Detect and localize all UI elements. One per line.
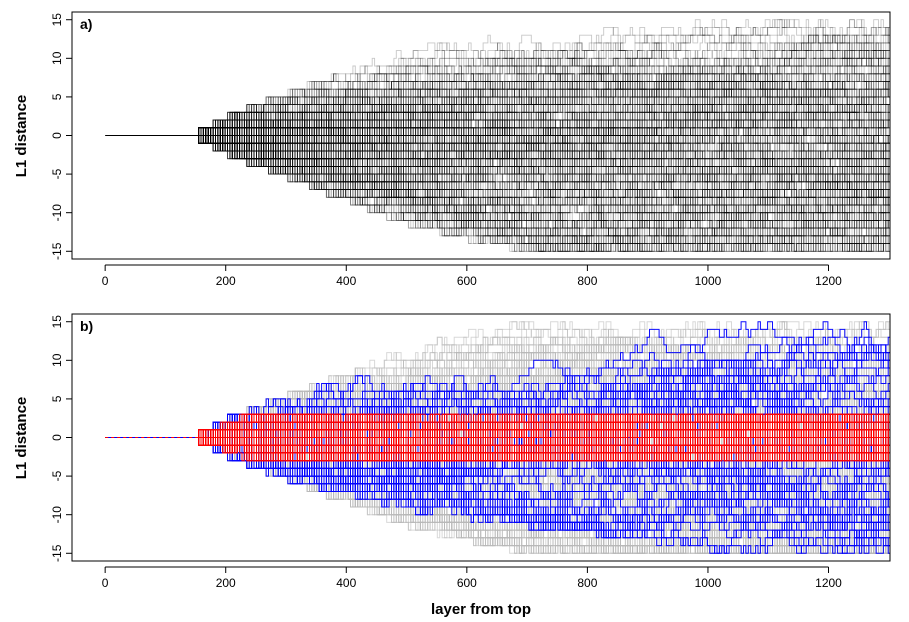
panel-b-tag: b) xyxy=(80,318,93,334)
panel-a-trajectories xyxy=(105,20,890,252)
panel-a-series-0 xyxy=(105,20,890,252)
panel-b-x-axis-title: layer from top xyxy=(431,601,531,618)
panel-b-x-tick-label-0: 0 xyxy=(102,576,109,590)
panel-b-x-tick-label-5: 1000 xyxy=(695,576,722,590)
panel-a-y-tick-label-1: 10 xyxy=(50,51,64,65)
panel-a-x-tick-label-5: 1000 xyxy=(695,274,722,288)
panel-a-x-tick-label-0: 0 xyxy=(102,274,109,288)
panel-b-trajectories xyxy=(105,322,890,554)
panel-b-y-tick-label-2: 5 xyxy=(50,395,64,402)
panel-a-x-tick-label-6: 1200 xyxy=(815,274,842,288)
panel-a-y-tick-label-5: -10 xyxy=(50,204,64,222)
panel-b-y-tick-label-6: -15 xyxy=(50,544,64,562)
panel-a-x-tick-label-4: 800 xyxy=(577,274,597,288)
panel-b-y-tick-label-3: 0 xyxy=(50,434,64,441)
panel-a-y-tick-label-0: 15 xyxy=(50,13,64,27)
panel-b-y-tick-label-4: -5 xyxy=(50,470,64,481)
panel-b-y-tick-label-1: 10 xyxy=(50,353,64,367)
panel-a-y-tick-label-6: -15 xyxy=(50,242,64,260)
panel-a-x-tick-label-1: 200 xyxy=(216,274,236,288)
panel-a: a) 0 200 400 600 800 1000 1200 151050-5-10-15 … xyxy=(13,12,890,288)
panel-b-y-tick-label-0: 15 xyxy=(50,315,64,329)
panel-b-y-axis: 15 10 5 0 -5 -10 -15 xyxy=(50,315,72,562)
panel-a-x-tick-label-2: 400 xyxy=(336,274,356,288)
panel-b-y-tick-label-5: -10 xyxy=(50,506,64,524)
panel-b-y-axis-title: L1 distance xyxy=(13,397,30,480)
panel-a-x-tick-label-3: 600 xyxy=(457,274,477,288)
panel-a-x-axis: 0 200 400 600 800 1000 1200 xyxy=(102,265,842,288)
panel-b-x-tick-label-2: 400 xyxy=(336,576,356,590)
panel-a-tag: a) xyxy=(80,16,92,32)
panel-b-x-tick-label-3: 600 xyxy=(457,576,477,590)
panel-b-x-tick-label-4: 800 xyxy=(577,576,597,590)
panel-b-x-tick-label-1: 200 xyxy=(216,576,236,590)
panel-b: b) 0 200 400 600 800 1000 1200 151050-5-10-15 … xyxy=(13,314,890,618)
panel-a-y-tick-label-3: 0 xyxy=(50,132,64,139)
panel-b-x-axis: 0 200 400 600 800 1000 1200 xyxy=(102,567,842,590)
panel-a-y-tick-label-4: -5 xyxy=(50,168,64,179)
panel-a-y-tick-label-2: 5 xyxy=(50,93,64,100)
panel-a-y-axis-title: L1 distance xyxy=(13,95,30,178)
panel-b-x-tick-label-6: 1200 xyxy=(815,576,842,590)
panel-a-y-axis: 15 10 5 0 -5 -10 -15 xyxy=(50,13,72,260)
